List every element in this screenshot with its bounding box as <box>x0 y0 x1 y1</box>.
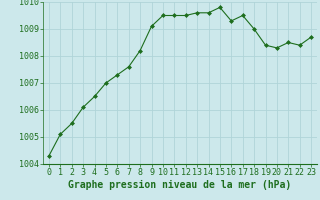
X-axis label: Graphe pression niveau de la mer (hPa): Graphe pression niveau de la mer (hPa) <box>68 180 292 190</box>
